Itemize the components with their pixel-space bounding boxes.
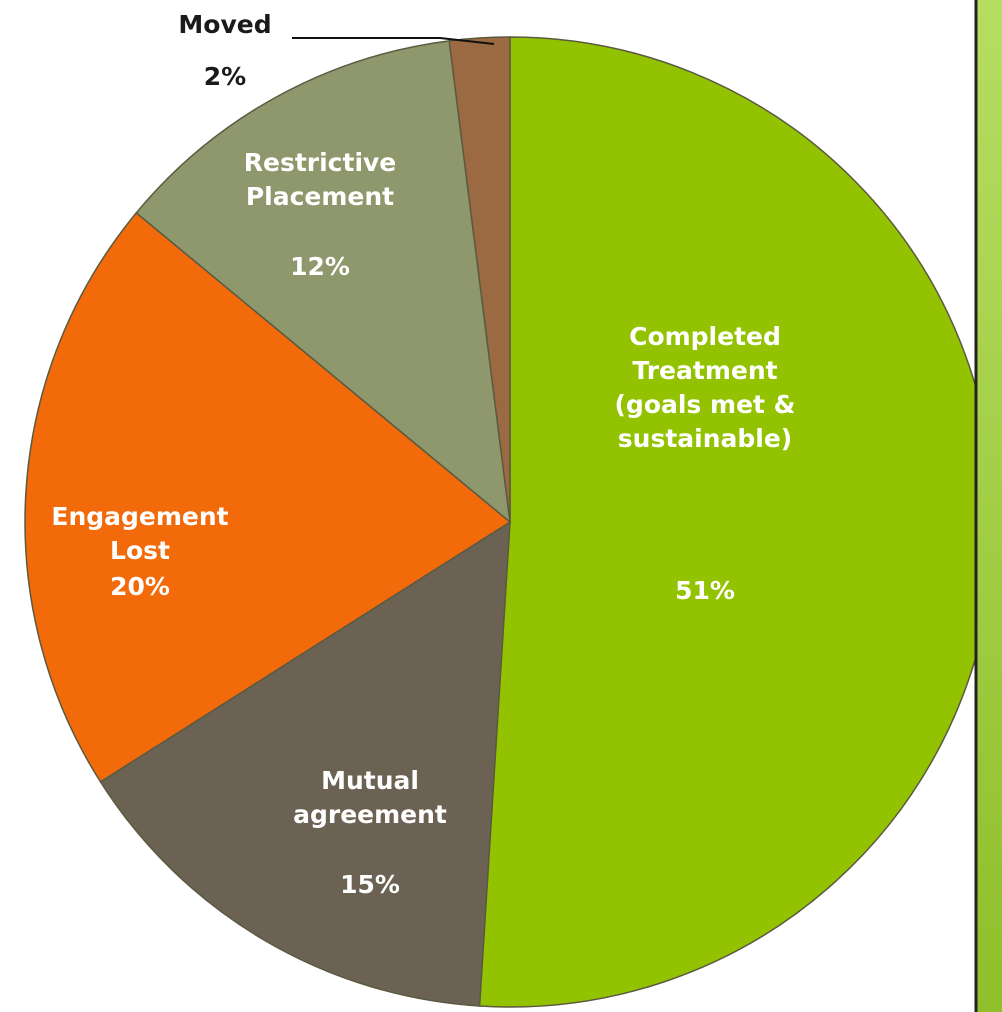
pie-slice (99, 520, 511, 1007)
slice-label: Mutual agreement (293, 766, 447, 829)
slice-label: Engagement Lost (51, 502, 229, 565)
side-panel (976, 0, 1002, 1012)
slice-label: Completed Treatment (goals met & sustain… (614, 322, 796, 453)
value-label: 15% (340, 870, 400, 899)
slice-label: Moved (178, 10, 272, 39)
pie-slice (24, 211, 512, 783)
slice-label: Restrictive Placement (243, 148, 397, 211)
slices (24, 36, 996, 1008)
pie-slice (448, 36, 511, 523)
pie-slice (135, 39, 511, 524)
value-label: 20% (110, 572, 170, 601)
value-label: 12% (290, 252, 350, 281)
leader-line (292, 37, 495, 45)
value-label: 2% (203, 62, 247, 91)
pie-slice (478, 36, 996, 1008)
value-label: 51% (675, 576, 735, 605)
